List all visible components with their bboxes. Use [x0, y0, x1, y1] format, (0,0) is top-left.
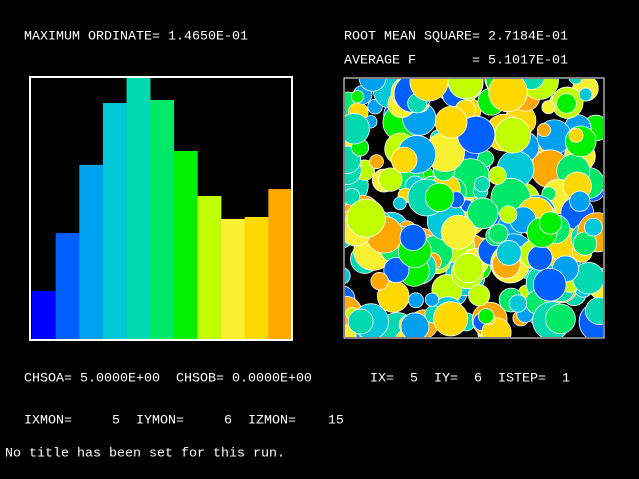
particle	[345, 112, 370, 145]
bar	[173, 150, 198, 340]
particle	[408, 292, 424, 309]
particle	[466, 197, 499, 230]
particle	[585, 297, 603, 325]
bar	[221, 218, 246, 340]
particle	[369, 154, 384, 170]
particle	[345, 187, 361, 206]
particle	[488, 79, 528, 113]
average: AVERAGE F = 5.1017E-01	[344, 54, 568, 69]
particle	[383, 256, 410, 284]
particle	[499, 205, 518, 224]
particle	[527, 245, 553, 271]
particle	[453, 253, 484, 284]
max-ordinate: MAXIMUM ORDINATE= 1.4650E-01	[24, 30, 248, 45]
particle	[434, 105, 468, 139]
particle	[568, 127, 584, 143]
rms: ROOT MEAN SQUARE= 2.7184E-01	[344, 30, 568, 45]
particle	[399, 224, 427, 251]
particle	[440, 214, 476, 250]
particle	[568, 79, 583, 85]
particle	[538, 211, 563, 235]
particle	[390, 146, 418, 174]
particle	[556, 93, 577, 114]
particle	[508, 294, 528, 313]
bar	[150, 99, 175, 340]
particle	[532, 267, 567, 302]
particle	[541, 100, 556, 115]
bar	[55, 233, 80, 340]
particle	[400, 312, 430, 337]
particle	[488, 223, 509, 244]
particle	[468, 284, 491, 307]
particle	[488, 166, 507, 185]
particle	[572, 231, 598, 256]
ix-iy: IX= 5 IY= 6 ISTEP= 1	[370, 372, 570, 387]
particle	[358, 79, 387, 92]
bar	[126, 78, 151, 340]
particle	[346, 198, 386, 238]
bar	[32, 290, 56, 340]
bar	[244, 216, 269, 340]
particle	[578, 87, 593, 102]
particle	[424, 292, 440, 307]
particle	[478, 308, 495, 325]
particle	[584, 217, 603, 237]
particle	[424, 182, 455, 212]
particle	[496, 240, 522, 266]
particle	[494, 117, 531, 154]
particle	[474, 176, 491, 193]
bar	[79, 164, 104, 340]
histogram	[32, 78, 293, 341]
histogram-frame	[29, 76, 293, 341]
particle	[569, 190, 591, 212]
bar	[268, 189, 293, 340]
particle	[433, 301, 469, 337]
monitor: IXMON= 5 IYMON= 6 IZMON= 15	[24, 414, 344, 429]
particle	[347, 308, 374, 335]
bar	[197, 196, 222, 340]
particle	[393, 196, 407, 211]
chso: CHSOA= 5.0000E+00 CHSOB= 0.0000E+00	[24, 372, 312, 387]
particle	[545, 303, 576, 335]
particle	[409, 79, 449, 102]
bar	[102, 103, 127, 341]
particle	[536, 122, 551, 138]
particle	[350, 90, 365, 104]
particle	[345, 267, 351, 285]
particle	[370, 272, 389, 291]
run-title: No title has been set for this run.	[5, 447, 285, 462]
particle-frame	[343, 77, 605, 339]
particles	[345, 79, 603, 337]
particle	[378, 167, 403, 192]
